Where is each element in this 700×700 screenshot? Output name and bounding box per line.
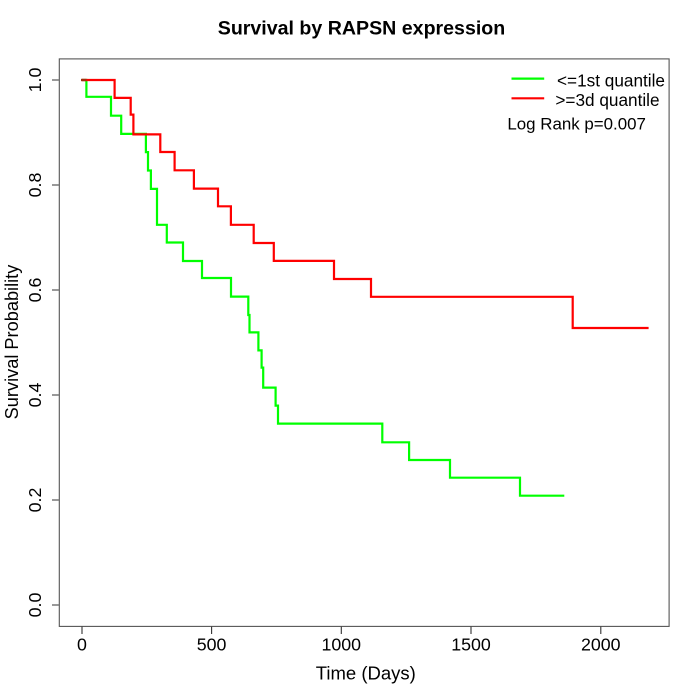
svg-text:2000: 2000	[581, 635, 621, 655]
svg-text:Time (Days): Time (Days)	[316, 663, 416, 684]
svg-text:>=3d quantile: >=3d quantile	[555, 90, 659, 110]
svg-text:0.4: 0.4	[25, 383, 45, 408]
svg-text:0: 0	[77, 635, 87, 655]
svg-text:0.2: 0.2	[25, 488, 45, 513]
svg-text:1.0: 1.0	[25, 68, 45, 93]
svg-text:Survival Probability: Survival Probability	[2, 264, 22, 420]
svg-text:<=1st quantile: <=1st quantile	[557, 70, 665, 90]
svg-text:0.6: 0.6	[25, 278, 45, 303]
svg-text:0.8: 0.8	[25, 173, 45, 198]
svg-text:500: 500	[197, 635, 227, 655]
svg-text:Survival by RAPSN expression: Survival by RAPSN expression	[218, 18, 506, 40]
svg-text:1000: 1000	[322, 635, 362, 655]
svg-text:Log Rank p=0.007: Log Rank p=0.007	[507, 114, 646, 133]
svg-text:1500: 1500	[451, 635, 491, 655]
svg-text:0.0: 0.0	[25, 593, 45, 618]
